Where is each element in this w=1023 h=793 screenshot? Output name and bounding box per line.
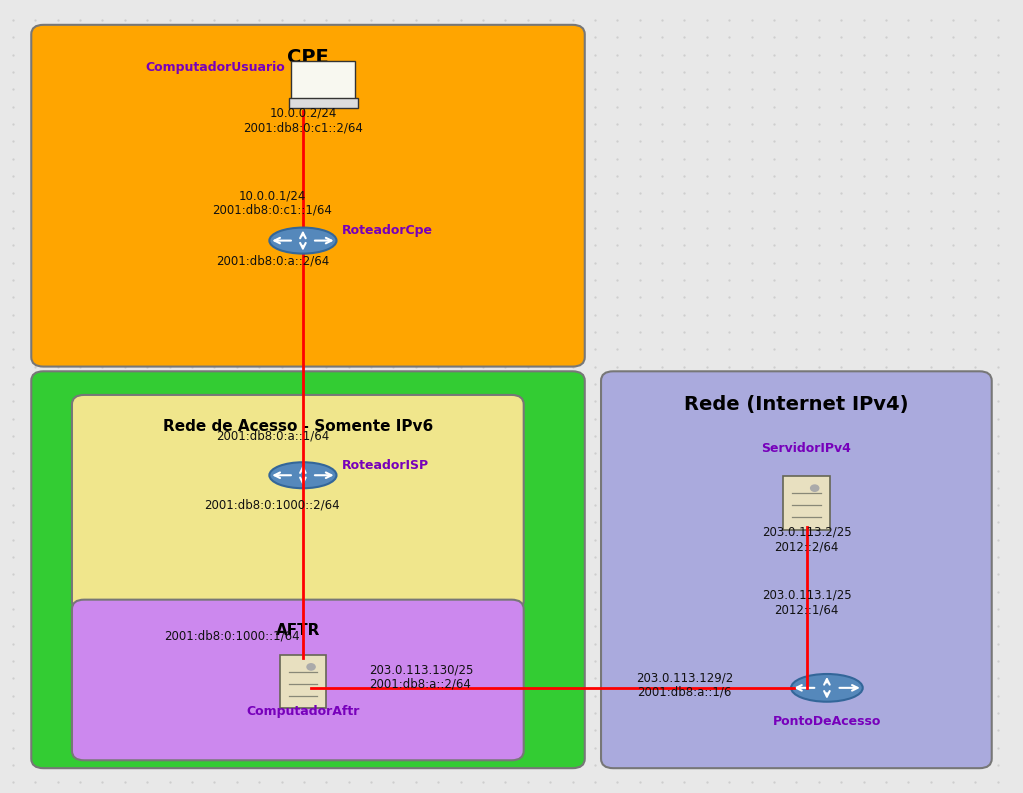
Text: 2001:db8:0:a::1/64: 2001:db8:0:a::1/64	[216, 430, 329, 442]
FancyBboxPatch shape	[72, 600, 524, 760]
Text: 2001:db8:0:c1::1/64: 2001:db8:0:c1::1/64	[213, 204, 332, 216]
Ellipse shape	[791, 674, 862, 702]
Text: 2001:db8:0:1000::1/64: 2001:db8:0:1000::1/64	[164, 629, 300, 642]
Text: PontoDeAcesso: PontoDeAcesso	[772, 714, 881, 728]
Text: CPE: CPE	[287, 48, 328, 67]
Circle shape	[810, 485, 818, 492]
Text: 10.0.0.1/24: 10.0.0.1/24	[238, 190, 306, 203]
FancyBboxPatch shape	[32, 25, 585, 366]
Text: ServidorIPv4: ServidorIPv4	[761, 442, 851, 454]
Text: 203.0.113.130/25: 203.0.113.130/25	[369, 664, 474, 676]
Text: 203.0.113.1/25: 203.0.113.1/25	[762, 589, 851, 602]
Text: 2001:db8:0:a::2/64: 2001:db8:0:a::2/64	[216, 255, 329, 267]
FancyBboxPatch shape	[32, 371, 585, 768]
Circle shape	[307, 664, 315, 670]
FancyBboxPatch shape	[784, 476, 830, 530]
Text: 2001:db8:a::1/6: 2001:db8:a::1/6	[637, 686, 731, 699]
FancyBboxPatch shape	[292, 61, 355, 102]
Ellipse shape	[269, 228, 337, 254]
Text: 2001:db8:0:1000::2/64: 2001:db8:0:1000::2/64	[205, 498, 341, 511]
Text: PROVEDOR (ISP): PROVEDOR (ISP)	[218, 395, 399, 414]
Text: Rede de Acesso - Somente IPv6: Rede de Acesso - Somente IPv6	[163, 419, 433, 434]
Text: 10.0.0.2/24: 10.0.0.2/24	[269, 107, 337, 120]
Text: RoteadorCpe: RoteadorCpe	[342, 224, 433, 237]
Text: Rede (Internet IPv4): Rede (Internet IPv4)	[684, 395, 908, 414]
FancyBboxPatch shape	[72, 395, 524, 611]
FancyBboxPatch shape	[279, 655, 326, 708]
Text: 2012::2/64: 2012::2/64	[774, 540, 839, 553]
Bar	[288, 98, 358, 109]
Text: 2012::1/64: 2012::1/64	[774, 603, 839, 616]
Text: ComputadorAftr: ComputadorAftr	[247, 706, 360, 718]
Text: AFTR: AFTR	[275, 623, 320, 638]
Text: ComputadorUsuario: ComputadorUsuario	[145, 61, 285, 75]
Ellipse shape	[269, 462, 337, 488]
Text: RoteadorISP: RoteadorISP	[342, 459, 429, 472]
Text: 2001:db8:a::2/64: 2001:db8:a::2/64	[369, 678, 471, 691]
Text: 2001:db8:0:c1::2/64: 2001:db8:0:c1::2/64	[243, 122, 363, 135]
Text: 203.0.113.2/25: 203.0.113.2/25	[762, 526, 851, 539]
Text: 203.0.113.129/2: 203.0.113.129/2	[636, 672, 733, 684]
FancyBboxPatch shape	[602, 371, 991, 768]
